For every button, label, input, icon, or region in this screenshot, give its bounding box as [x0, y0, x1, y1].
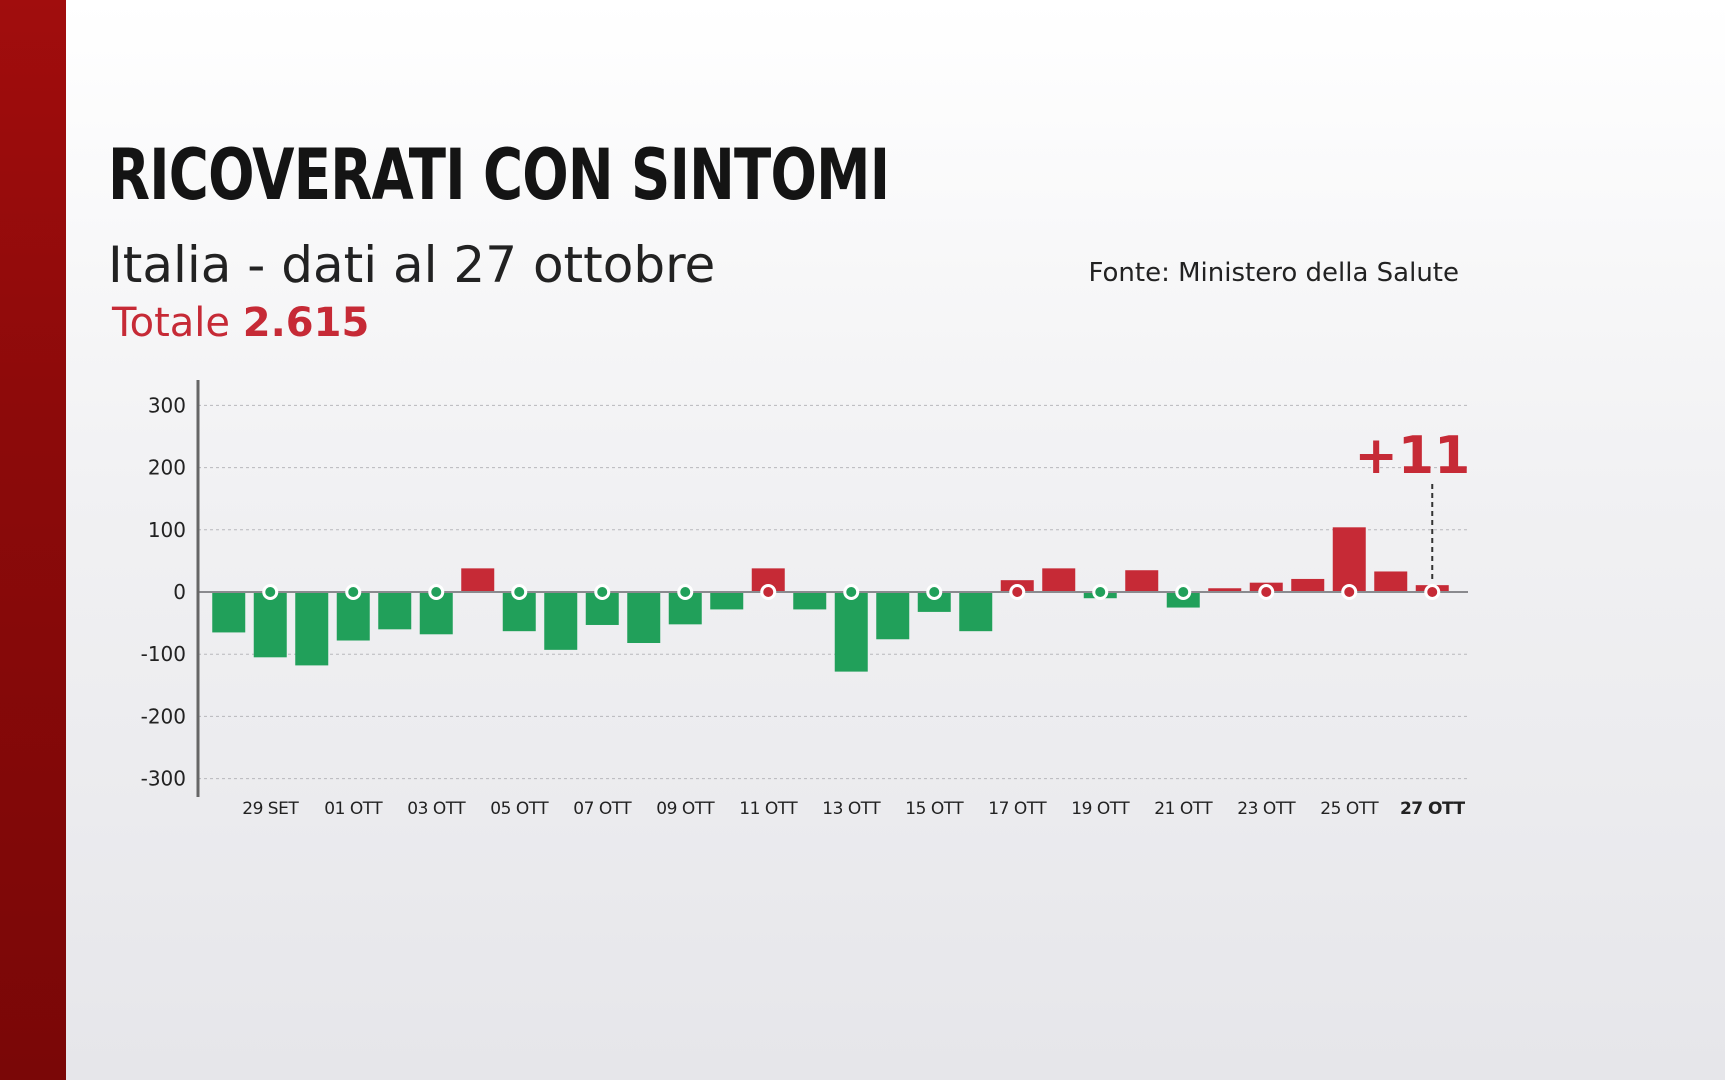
total-label: Totale [112, 300, 231, 346]
tick-marker [594, 584, 611, 600]
bar [1042, 568, 1076, 592]
bar [834, 592, 868, 672]
tick-marker [428, 584, 445, 600]
x-tick-label: 09 OTT [656, 799, 715, 819]
bar [544, 592, 578, 650]
bar [1125, 570, 1159, 592]
x-tick-label: 29 SET [242, 799, 299, 819]
tick-marker [262, 584, 279, 600]
x-tick-label: 07 OTT [573, 799, 632, 819]
chart-subtitle: Italia - dati al 27 ottobre [108, 236, 716, 294]
x-tick-label: 17 OTT [988, 799, 1047, 819]
bar [212, 592, 246, 633]
y-tick-label: 100 [148, 518, 186, 542]
bar [1374, 571, 1408, 592]
tick-marker [1009, 584, 1026, 600]
x-tick-label: 01 OTT [324, 799, 383, 819]
side-band [0, 0, 66, 1080]
bar [710, 592, 744, 610]
bar [627, 592, 661, 644]
bar [917, 592, 951, 612]
x-tick-label: 19 OTT [1071, 799, 1130, 819]
y-tick-label: -300 [141, 767, 186, 791]
y-tick-label: 0 [173, 580, 186, 604]
bar [959, 592, 993, 632]
x-tick-label: 15 OTT [905, 799, 964, 819]
x-tick-label: 03 OTT [407, 799, 466, 819]
x-tick-label: 27 OTT [1400, 799, 1466, 819]
x-tick-label: 21 OTT [1154, 799, 1213, 819]
data-source: Fonte: Ministero della Salute [1088, 258, 1460, 288]
tick-marker [926, 584, 943, 600]
bar [253, 592, 287, 658]
y-tick-label: 200 [148, 456, 186, 480]
tick-marker [1258, 584, 1275, 600]
bar [1332, 527, 1366, 592]
annotation-label: +11 [1354, 426, 1470, 486]
tick-marker [677, 584, 694, 600]
tick-marker [511, 584, 528, 600]
tick-marker [1175, 584, 1192, 600]
bar [295, 592, 329, 666]
bar [793, 592, 827, 610]
x-tick-label: 25 OTT [1320, 799, 1379, 819]
y-tick-label: 300 [148, 393, 186, 417]
tick-marker [843, 584, 860, 600]
y-tick-label: -100 [141, 642, 186, 666]
x-tick-label: 11 OTT [739, 799, 798, 819]
x-tick-label: 13 OTT [822, 799, 881, 819]
tick-marker [1424, 584, 1441, 600]
tick-marker [345, 584, 362, 600]
x-tick-label: 23 OTT [1237, 799, 1296, 819]
bar [751, 568, 785, 592]
bar [461, 568, 495, 592]
bar [876, 592, 910, 640]
total-summary: Totale 2.615 [112, 300, 369, 346]
y-tick-label: -200 [141, 704, 186, 728]
tick-marker [1092, 584, 1109, 600]
chart-title: RICOVERATI CON SINTOMI [108, 134, 890, 216]
bar [378, 592, 412, 630]
tick-marker [1341, 584, 1358, 600]
total-value: 2.615 [242, 300, 370, 346]
x-tick-label: 05 OTT [490, 799, 549, 819]
bar [1291, 578, 1325, 592]
tick-marker [760, 584, 777, 600]
bar [1208, 588, 1242, 592]
bar [336, 592, 370, 641]
